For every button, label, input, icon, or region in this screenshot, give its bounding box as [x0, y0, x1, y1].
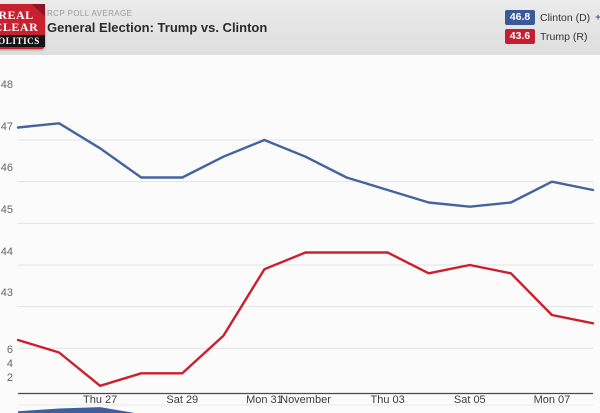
x-tick-thu-27: Thu 27	[83, 394, 118, 406]
trump-legend-label: Trump (R)	[540, 30, 588, 43]
chart-header: REAL CLEAR POLITICS RCP POLL AVERAGE Gen…	[0, 0, 600, 56]
x-tick-mon-31: Mon 31	[246, 394, 283, 406]
poll-trend-chart[interactable]	[0, 55, 600, 413]
main-y-tick-46: 46	[0, 162, 13, 175]
clinton-line	[16, 122, 595, 208]
x-tick-sat-29: Sat 29	[166, 394, 199, 406]
clinton-value-badge: 46.8	[505, 10, 535, 25]
kicker-rcp-poll-average: RCP POLL AVERAGE	[47, 9, 133, 18]
main-y-tick-44: 44	[0, 245, 13, 258]
x-tick-mon-07: Mon 07	[533, 394, 571, 406]
spread-y-tick-4: 4	[6, 358, 13, 370]
spread-area	[18, 407, 135, 413]
legend-row-clinton: 46.8 Clinton (D) +3	[505, 10, 600, 25]
spread-y-tick-6: 6	[6, 344, 13, 356]
realclearpolitics-logo[interactable]: REAL CLEAR POLITICS	[0, 4, 45, 49]
main-y-tick-48: 48	[0, 79, 13, 91]
x-tick-thu-03: Thu 03	[370, 394, 405, 406]
logo-fold-corner-icon	[32, 4, 45, 17]
main-y-tick-45: 45	[0, 204, 13, 216]
logo-text-clear: CLEAR	[0, 20, 39, 34]
page-title: General Election: Trump vs. Clinton	[47, 20, 268, 35]
main-y-tick-47: 47	[0, 120, 13, 133]
trump-value-badge: 43.6	[505, 29, 535, 44]
chart-legend: 46.8 Clinton (D) +3 43.6 Trump (R)	[505, 10, 600, 44]
spread-y-tick-2: 2	[6, 372, 13, 384]
main-y-tick-43: 43	[0, 287, 13, 300]
x-tick-sat-05: Sat 05	[453, 394, 486, 406]
chart-canvas	[16, 122, 595, 413]
trump-line	[16, 251, 595, 387]
y-axis: 48 47 46 45 44 43 6 4 2	[0, 0, 14, 413]
logo-text-real: REAL	[0, 8, 34, 22]
x-tick-november: November	[280, 394, 331, 406]
clinton-spread-value: +3	[595, 12, 600, 23]
legend-row-trump: 43.6 Trump (R)	[505, 29, 600, 44]
logo-text-politics: POLITICS	[0, 35, 45, 47]
clinton-legend-label: Clinton (D)	[540, 11, 591, 24]
